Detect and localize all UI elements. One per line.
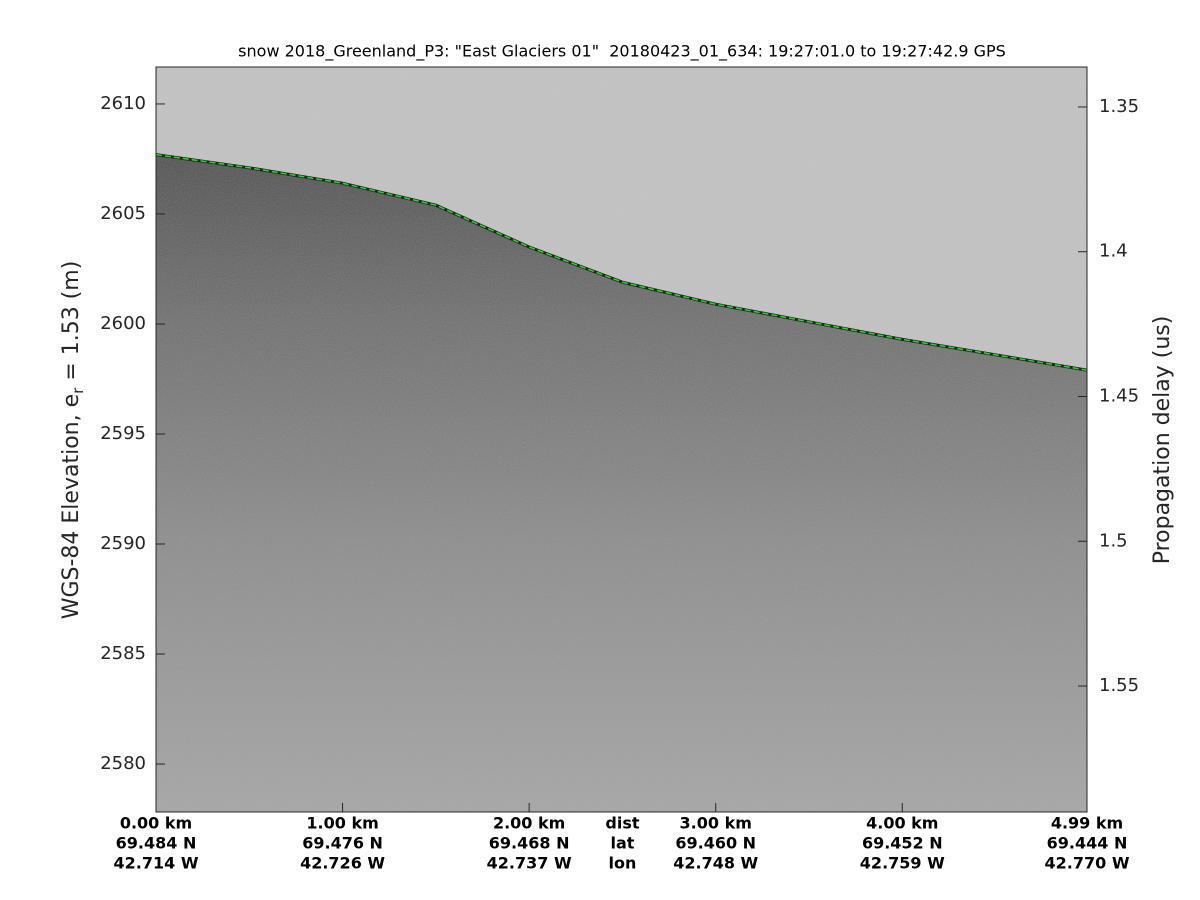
y-tick-label: 2580	[100, 753, 146, 774]
y-tick-label: 2595	[100, 423, 146, 444]
lat-label: 69.460 N	[675, 834, 756, 853]
y-label-text: WGS-84 Elevation, e	[59, 394, 84, 619]
y2-axis-label: Propagation delay (us)	[1150, 316, 1175, 565]
chart-title: snow 2018_Greenland_P3: "East Glaciers 0…	[238, 42, 1006, 62]
x-tick-label: 4.99 km	[1051, 814, 1123, 833]
x-row-title: dist	[605, 814, 639, 833]
y2-tick-label: 1.5	[1099, 530, 1128, 551]
y-tick-label: 2605	[100, 203, 146, 224]
lon-label: 42.748 W	[673, 854, 758, 873]
y-label-suffix: = 1.53 (m)	[59, 261, 84, 388]
lat-label: 69.444 N	[1047, 834, 1128, 853]
x-tick-label: 4.00 km	[866, 814, 938, 833]
y-tick-label: 2585	[100, 643, 146, 664]
y-axis-label: WGS-84 Elevation, er = 1.53 (m)	[59, 261, 87, 620]
x-tick-label: 0.00 km	[120, 814, 192, 833]
y-label-subscript: r	[69, 387, 87, 394]
plot-frame	[155, 66, 1088, 813]
x-tick-label: 3.00 km	[680, 814, 752, 833]
lon-label: 42.770 W	[1045, 854, 1130, 873]
lat-label: 69.484 N	[116, 834, 197, 853]
lon-label: 42.714 W	[114, 854, 199, 873]
lon-label: 42.726 W	[300, 854, 385, 873]
echogram	[156, 67, 1087, 812]
y-tick-label: 2600	[100, 313, 146, 334]
y2-tick-label: 1.35	[1099, 96, 1139, 117]
noise	[156, 67, 1087, 812]
x-row-title: lat	[610, 834, 634, 853]
y2-tick-label: 1.45	[1099, 386, 1139, 407]
x-tick-label: 1.00 km	[306, 814, 378, 833]
x-tick-label: 2.00 km	[493, 814, 565, 833]
surface-line	[156, 153, 1087, 371]
y-tick-label: 2610	[100, 93, 146, 114]
lat-label: 69.452 N	[862, 834, 943, 853]
lon-label: 42.737 W	[487, 854, 572, 873]
lat-label: 69.468 N	[489, 834, 570, 853]
lat-label: 69.476 N	[302, 834, 383, 853]
y2-tick-label: 1.4	[1099, 241, 1128, 262]
y2-tick-label: 1.55	[1099, 675, 1139, 696]
x-row-title: lon	[608, 854, 636, 873]
y-tick-label: 2590	[100, 533, 146, 554]
lon-label: 42.759 W	[860, 854, 945, 873]
